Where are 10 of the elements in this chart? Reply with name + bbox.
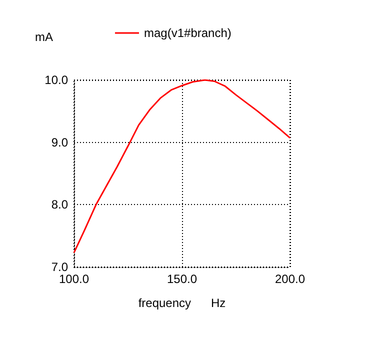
y-tick-label: 10.0	[44, 73, 68, 87]
x-tick-label: 150.0	[166, 272, 198, 286]
y-tick-label: 8.0	[51, 198, 68, 212]
y-tick-label: 7.0	[51, 260, 68, 274]
y-axis-title: mA	[35, 30, 53, 44]
x-tick-label: 100.0	[58, 272, 90, 286]
legend-label: mag(v1#branch)	[144, 26, 232, 40]
x-axis-title: frequency Hz	[138, 296, 226, 310]
x-tick-label: 200.0	[274, 272, 306, 286]
y-tick-label: 9.0	[51, 135, 68, 150]
